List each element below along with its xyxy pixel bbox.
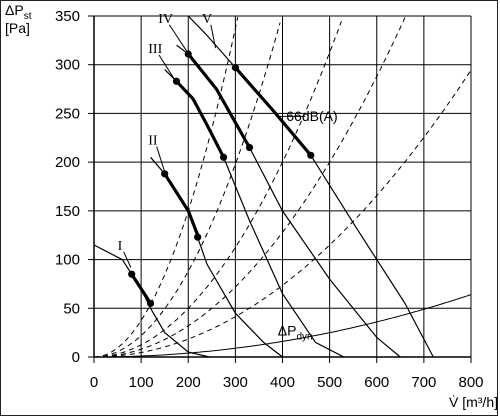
x-tick-label: 600	[364, 374, 389, 391]
y-axis-title: ΔPst	[5, 2, 32, 22]
operating-point-dot	[219, 153, 228, 161]
y-tick-label: 200	[55, 154, 80, 171]
x-tick-label: 200	[176, 374, 201, 391]
system-curves-layer	[93, 16, 472, 358]
y-axis-unit: [Pa]	[5, 20, 30, 36]
curve-label-III: III	[148, 42, 162, 57]
y-tick-label: 250	[55, 105, 80, 122]
curve-label-I: I	[118, 239, 123, 254]
system-curve	[93, 16, 239, 358]
operating-point-dot	[128, 270, 136, 278]
operating-point-dot	[184, 50, 192, 58]
system-curve	[94, 21, 342, 358]
grid-layer	[94, 15, 472, 357]
curve-label-leader	[123, 251, 132, 268]
operating-point-dot	[161, 170, 169, 178]
operating-point-dot	[231, 64, 239, 72]
curve-label-leader	[156, 146, 166, 173]
system-curve	[93, 22, 281, 358]
x-tick-label: 0	[90, 374, 98, 391]
curve-label-II: II	[148, 134, 158, 149]
axis-layer: 0 100 200 300 400 500 600 700 800 0 50 100 150 200 250…	[55, 8, 484, 391]
fan-curve-bold-V	[233, 66, 313, 157]
operating-point-dot	[245, 143, 254, 152]
curve-label-V: V	[202, 12, 212, 27]
fan-curve-bold-II	[163, 172, 200, 237]
x-tick-label: 500	[317, 374, 342, 391]
curve-label-leader	[158, 54, 176, 81]
fan-curve-V	[187, 15, 434, 358]
curve-label-leader	[168, 24, 188, 53]
fan-curve-bold-III	[174, 79, 226, 159]
fan-curve-bold-IV	[186, 52, 252, 150]
y-tick-label: 0	[72, 349, 80, 366]
dynamic-pressure-label-sub: dyn	[296, 332, 312, 343]
x-axis-title: V̇ [m³/h]	[449, 394, 498, 410]
x-tick-label: 700	[411, 374, 436, 391]
annotation-66dba: 66dB(A)	[286, 108, 337, 124]
system-curve	[94, 17, 406, 358]
fan-curve-I	[93, 244, 210, 358]
curve-label-leader	[210, 24, 217, 49]
fan-curve-bold-I	[130, 272, 153, 305]
y-axis-title-main: ΔP	[5, 2, 24, 18]
system-curve	[94, 69, 472, 358]
x-tick-label: 400	[270, 374, 295, 391]
x-tick-label: 800	[458, 374, 483, 391]
y-tick-label: 350	[55, 8, 80, 25]
operating-point-dot	[307, 151, 315, 159]
operating-point-dot	[146, 299, 155, 308]
x-tick-label: 100	[129, 374, 154, 391]
dynamic-pressure-curve	[94, 294, 472, 358]
operating-point-dot	[194, 233, 202, 241]
fan-curves-layer	[93, 15, 434, 358]
y-tick-label: 300	[55, 57, 80, 74]
y-tick-label: 50	[63, 300, 80, 317]
y-tick-label: 100	[55, 252, 80, 269]
x-tick-label: 300	[223, 374, 248, 391]
y-tick-label: 150	[55, 203, 80, 220]
y-axis-title-sub: st	[24, 11, 32, 22]
curve-label-IV: IV	[158, 12, 173, 27]
